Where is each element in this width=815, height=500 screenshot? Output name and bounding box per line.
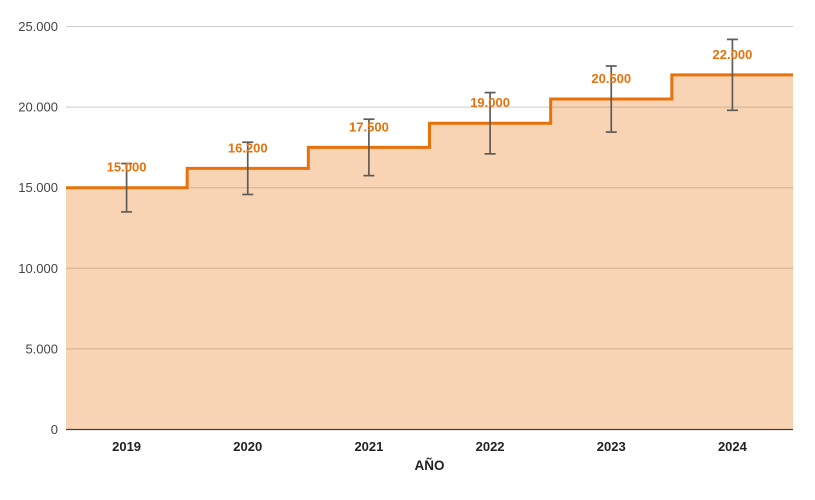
data-label: 15.000 <box>107 160 147 175</box>
x-tick-label: 2020 <box>233 439 262 454</box>
error-bar <box>484 91 496 155</box>
x-tick-label: 2019 <box>112 439 141 454</box>
data-label: 20.500 <box>591 71 631 86</box>
error-bar <box>605 65 617 133</box>
y-tick-label: 0 <box>51 422 58 437</box>
data-label: 17.500 <box>349 119 389 134</box>
data-label: 16.200 <box>228 140 268 155</box>
data-labels-layer: 15.000 16.200 17.500 19.000 20.500 22.000 <box>107 47 753 175</box>
y-tick-label: 15.000 <box>18 180 58 195</box>
series-step-line <box>66 73 793 190</box>
x-axis-ticks-layer: 2019 2020 2021 2022 2023 2024 <box>112 439 748 454</box>
error-bar <box>121 162 133 213</box>
y-tick-label: 5.000 <box>25 341 58 356</box>
y-axis-ticks-layer: 0 5.000 10.000 15.000 20.000 25.000 <box>18 19 58 437</box>
series-line-layer <box>66 73 793 190</box>
data-label: 22.000 <box>713 47 753 62</box>
y-tick-label: 25.000 <box>18 19 58 34</box>
error-bars-layer <box>121 38 738 213</box>
series-area-layer <box>66 74 793 430</box>
error-bar <box>242 141 254 196</box>
data-label: 19.000 <box>470 95 510 110</box>
x-tick-label: 2024 <box>718 439 748 454</box>
error-bar <box>363 118 375 177</box>
x-axis-title: AÑO <box>415 458 445 473</box>
x-tick-label: 2021 <box>354 439 383 454</box>
y-tick-label: 20.000 <box>18 100 58 115</box>
x-tick-label: 2022 <box>476 439 505 454</box>
error-bar <box>726 38 738 112</box>
y-tick-label: 10.000 <box>18 261 58 276</box>
series-area-fill <box>66 74 793 430</box>
x-tick-label: 2023 <box>597 439 626 454</box>
